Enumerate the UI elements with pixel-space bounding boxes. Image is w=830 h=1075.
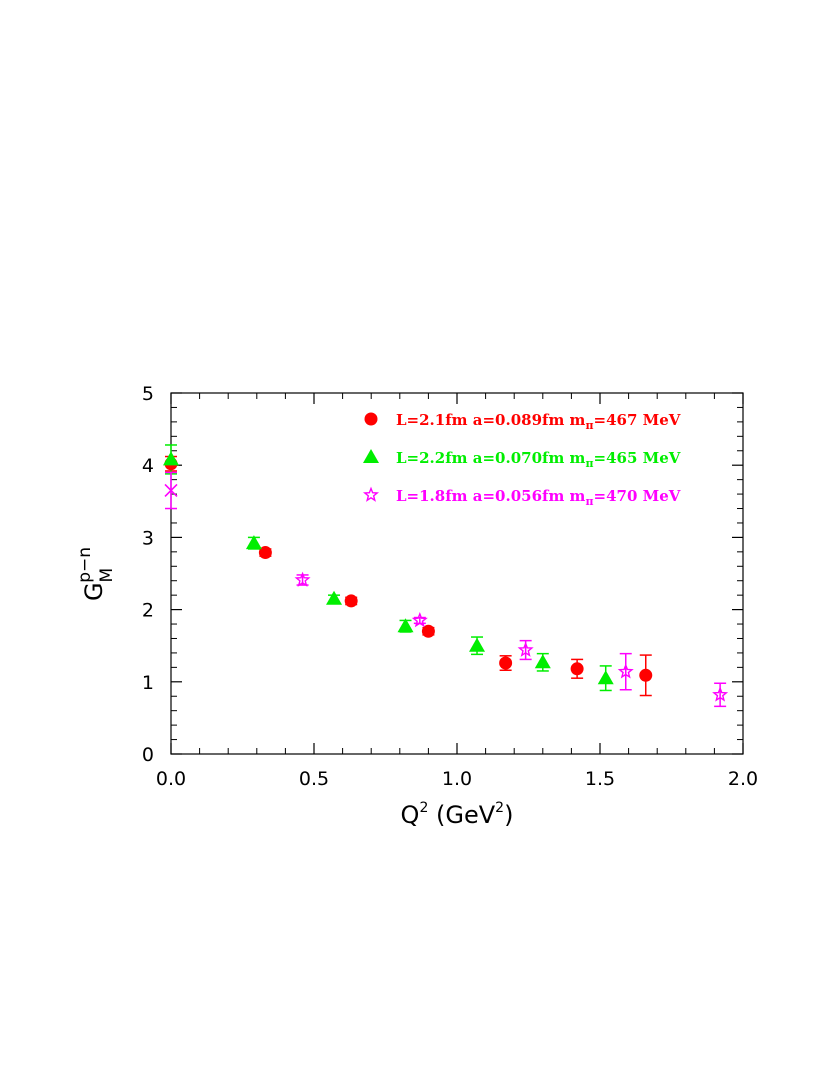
data-point-triangle: [245, 535, 262, 550]
axis-ticks: [170, 392, 744, 755]
legend-label-sub: π: [585, 457, 593, 470]
data-markers: [163, 451, 729, 702]
data-point-triangle: [397, 618, 414, 633]
y-tick-label: 2: [142, 600, 154, 622]
x-tick-label: 1.5: [585, 768, 615, 790]
legend-label-sub: π: [585, 495, 593, 508]
tick-labels: 0.0 0.5 1.0 1.5 2.0 0 1 2 3 4 5: [142, 383, 758, 790]
data-point-circle: [344, 594, 358, 608]
y-tick-label: 4: [142, 455, 154, 477]
x-tick-label: 0.0: [156, 768, 186, 790]
data-point-triangle: [326, 590, 343, 605]
y-tick-label: 5: [142, 383, 154, 405]
legend-label: L=2.1fm a=0.089fm mπ=467 MeV: [396, 411, 681, 432]
x-tick-label: 0.5: [299, 768, 329, 790]
legend-label-tail: =467 MeV: [594, 411, 681, 429]
x-tick-label: 2.0: [728, 768, 758, 790]
data-point-circle: [499, 656, 513, 670]
legend-label-tail: =470 MeV: [594, 487, 681, 505]
legend-label-sub: π: [585, 419, 593, 432]
data-point-star: [617, 663, 634, 679]
data-point-star: [517, 641, 534, 657]
legend-marker-star: [362, 486, 380, 502]
data-point-triangle: [534, 654, 551, 669]
data-point-triangle: [469, 637, 486, 652]
data-point-triangle: [163, 451, 179, 466]
data-point-cross: [164, 483, 178, 498]
legend-label-main: L=2.1fm a=0.089fm m: [396, 411, 586, 429]
cross-stroke: [164, 483, 178, 498]
y-tick-label: 0: [142, 744, 154, 766]
error-bars: [165, 444, 727, 708]
data-point-star: [294, 571, 311, 587]
y-axis-label: GMp−n: [75, 547, 117, 601]
y-tick-label: 3: [142, 527, 154, 549]
x-axis-label: Q2 (GeV2): [401, 800, 514, 829]
x-tick-label: 1.0: [442, 768, 472, 790]
legend-label-tail: =465 MeV: [594, 449, 681, 467]
data-point-triangle: [597, 670, 614, 685]
data-point-star: [712, 686, 729, 702]
legend-marker-circle: [364, 412, 378, 426]
data-point-star: [411, 612, 428, 628]
legend-marker-triangle: [363, 449, 379, 463]
plot-frame: [170, 392, 744, 755]
data-point-circle: [639, 668, 653, 682]
legend-label-main: L=1.8fm a=0.056fm m: [396, 487, 586, 505]
legend-label-main: L=2.2fm a=0.070fm m: [396, 449, 586, 467]
data-point-circle: [258, 546, 272, 560]
legend-label: L=2.2fm a=0.070fm mπ=465 MeV: [396, 449, 681, 470]
data-point-circle: [421, 624, 435, 638]
y-tick-label: 1: [142, 672, 154, 694]
data-point-circle: [570, 662, 584, 676]
legend-label: L=1.8fm a=0.056fm mπ=470 MeV: [396, 487, 681, 508]
